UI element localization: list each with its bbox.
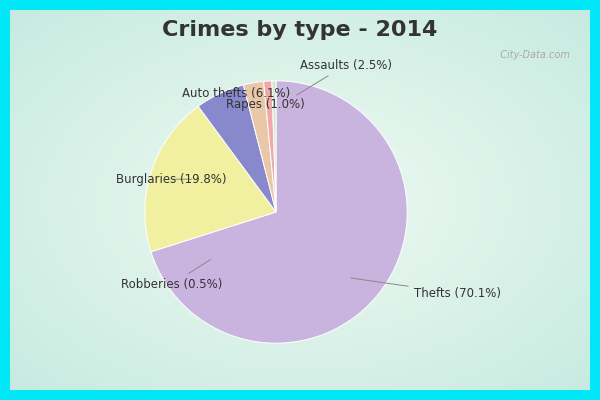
Wedge shape — [145, 106, 276, 252]
Text: Auto thefts (6.1%): Auto thefts (6.1%) — [182, 88, 290, 104]
Wedge shape — [272, 81, 276, 212]
Text: Robberies (0.5%): Robberies (0.5%) — [121, 260, 223, 291]
Text: Crimes by type - 2014: Crimes by type - 2014 — [163, 20, 437, 40]
Wedge shape — [151, 81, 407, 343]
Text: Rapes (1.0%): Rapes (1.0%) — [226, 98, 305, 111]
Text: Thefts (70.1%): Thefts (70.1%) — [351, 278, 501, 300]
Text: Assaults (2.5%): Assaults (2.5%) — [297, 58, 392, 95]
Text: Burglaries (19.8%): Burglaries (19.8%) — [116, 173, 226, 186]
Wedge shape — [198, 85, 276, 212]
Wedge shape — [263, 81, 276, 212]
Text: City-Data.com: City-Data.com — [494, 50, 570, 60]
Wedge shape — [244, 81, 276, 212]
